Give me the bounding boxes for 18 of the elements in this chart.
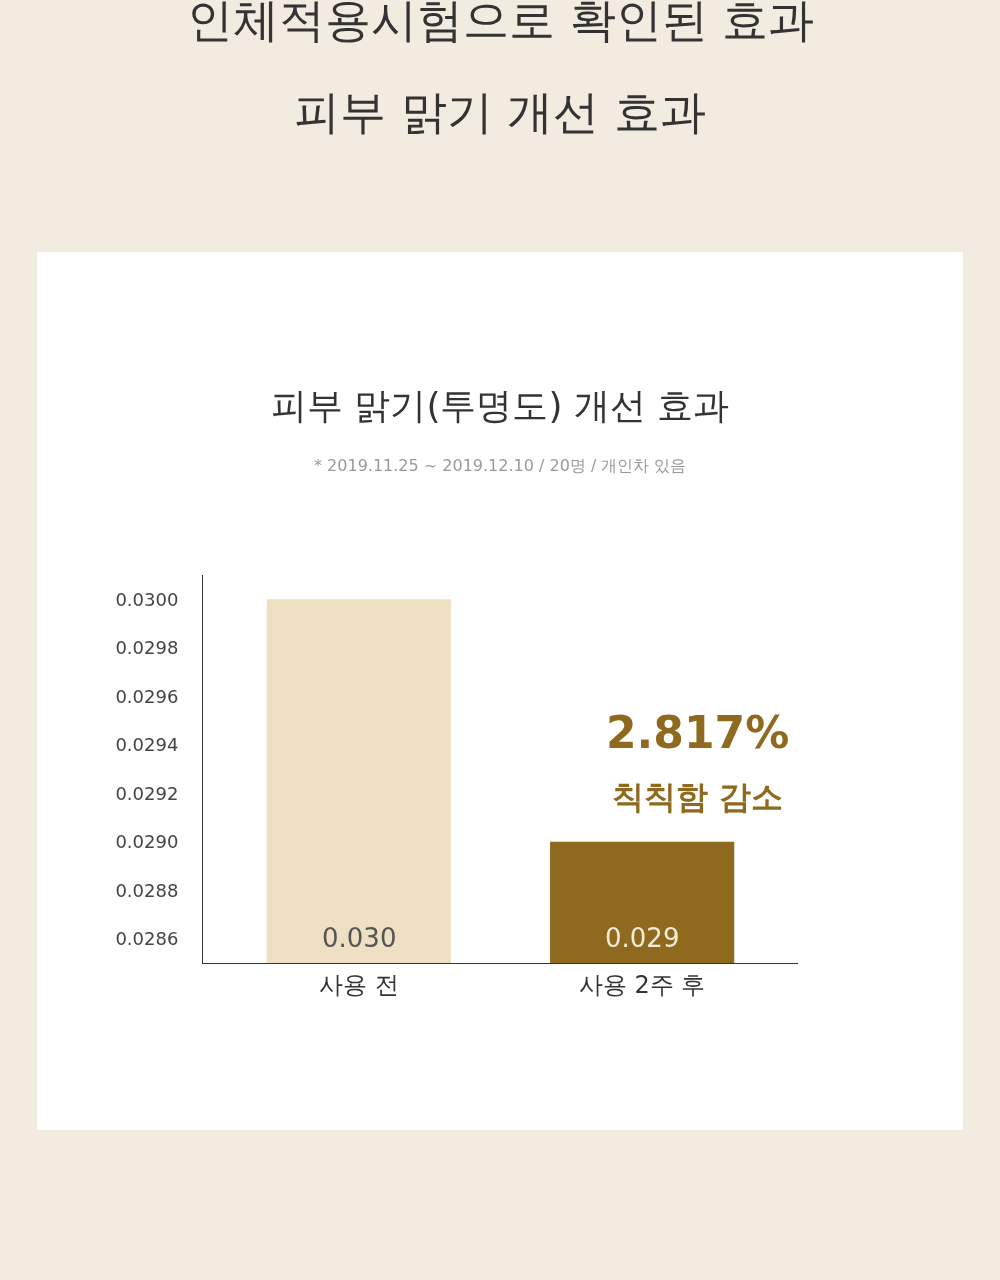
chart-title: 피부 맑기(투명도) 개선 효과 [271, 385, 730, 426]
y-tick-label: 0.0296 [115, 685, 179, 707]
y-tick-label: 0.0288 [115, 879, 179, 901]
x-tick-label: 사용 전 [319, 970, 399, 999]
y-tick-label: 0.0298 [115, 637, 179, 659]
y-tick-label: 0.0286 [115, 928, 179, 950]
annotation: 칙칙함 감소 [612, 778, 784, 816]
y-tick-label: 0.0300 [115, 588, 179, 610]
data-label: 0.029 [605, 923, 680, 953]
data-label: 0.030 [322, 923, 397, 953]
y-tick-label: 0.0292 [115, 782, 179, 804]
y-tick-label: 0.0294 [115, 734, 179, 756]
x-tick-label: 사용 2주 후 [578, 970, 706, 999]
y-tick-label: 0.0290 [115, 831, 179, 853]
annotation: 2.817% [606, 707, 790, 758]
text: 인체적용시험으로 확인된 효과 [187, 0, 815, 47]
chart-subtitle: * 2019.11.25 ~ 2019.12.10 / 20명 / 개인차 있음 [314, 456, 687, 475]
text: 피부 맑기 개선 효과 [294, 85, 706, 139]
